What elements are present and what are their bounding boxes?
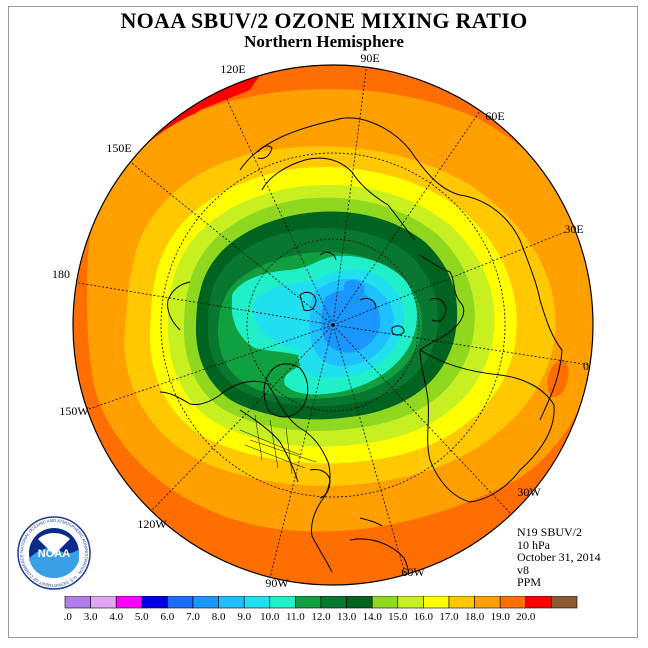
colorbar-swatch xyxy=(525,596,552,609)
colorbar-swatch xyxy=(474,596,501,609)
colorbar-swatch xyxy=(397,596,424,609)
colorbar-tick-label: 6.0 xyxy=(161,611,175,622)
lon-label-150e: 150E xyxy=(106,141,131,155)
colorbar-tick-label: 11.0 xyxy=(286,611,305,622)
colorbar-tick-label: 16.0 xyxy=(414,611,434,622)
lon-label-60w: 60W xyxy=(401,565,425,579)
colorbar-swatch xyxy=(320,596,347,609)
colorbar-swatch xyxy=(218,596,245,609)
info-units: PPM xyxy=(517,575,542,589)
colorbar: 2.0 3.0 4.0 5.0 6.0 7.0 8.0 9.0 10.0 11.0 12.0 13.0… xyxy=(63,596,578,622)
colorbar-swatch xyxy=(192,596,219,609)
colorbar-tick-label: 4.0 xyxy=(109,611,123,622)
colorbar-tick-label: 15.0 xyxy=(388,611,408,622)
colorbar-swatch xyxy=(448,596,475,609)
noaa-logo: NOAA NATIONAL OCEANIC AND ATMOSPHERIC AD… xyxy=(17,516,91,590)
info-date: October 31, 2014 xyxy=(517,550,601,564)
lon-label-30e: 30E xyxy=(564,222,583,236)
colorbar-tick-label: 3.0 xyxy=(84,611,98,622)
product-info: N19 SBUV/2 10 hPa October 31, 2014 v8 PP… xyxy=(517,526,601,589)
colorbar-swatch xyxy=(269,596,296,609)
lon-label-180: 180 xyxy=(52,267,70,281)
colorbar-swatch xyxy=(64,596,91,609)
colorbar-swatch xyxy=(551,596,578,609)
political-boundaries xyxy=(239,414,317,475)
colorbar-tick-label: 19.0 xyxy=(491,611,511,622)
colorbar-swatch xyxy=(499,596,527,609)
logo-text: NOAA xyxy=(38,548,70,560)
info-satellite: N19 SBUV/2 xyxy=(517,525,583,539)
colorbar-swatch xyxy=(167,596,194,609)
colorbar-tick-label: 8.0 xyxy=(212,611,226,622)
map-boundary xyxy=(72,64,594,586)
lon-label-90e: 90E xyxy=(360,51,379,65)
info-pressure: 10 hPa xyxy=(517,537,550,552)
colorbar-swatch xyxy=(243,596,271,609)
coastlines xyxy=(159,117,563,585)
colorbar-swatch xyxy=(371,596,399,609)
info-version: v8 xyxy=(517,562,529,577)
colorbar-tick-label: 12.0 xyxy=(311,611,331,622)
colorbar-tick-label: 5.0 xyxy=(135,611,149,622)
colorbar-tick-label: 2.0 xyxy=(63,611,72,622)
colorbar-tick-label: 13.0 xyxy=(337,611,357,622)
graticule xyxy=(73,65,591,579)
colorbar-swatch xyxy=(295,596,322,609)
longitude-labels: 90E 60E 30E 0 30W 60W 90W 120W 150W 180 … xyxy=(52,51,589,590)
colorbar-tick-label: 9.0 xyxy=(237,611,251,622)
colorbar-tick-label: 14.0 xyxy=(363,611,383,622)
map-subtitle: Northern Hemisphere xyxy=(244,32,404,51)
image-frame xyxy=(8,6,638,638)
lon-label-30w: 30W xyxy=(517,485,541,499)
colorbar-tick-label: 20.0 xyxy=(516,611,536,622)
colorbar-tick-label: 7.0 xyxy=(186,611,200,622)
lon-label-0: 0 xyxy=(583,359,589,373)
colorbar-swatch xyxy=(346,596,373,609)
colorbar-swatch xyxy=(115,596,143,609)
colorbar-tick-label: 10.0 xyxy=(260,611,280,622)
map-title: NOAA SBUV/2 OZONE MIXING RATIO xyxy=(120,8,528,33)
colorbar-swatch xyxy=(141,596,168,609)
lon-label-120e: 120E xyxy=(220,62,245,76)
lon-label-150w: 150W xyxy=(59,404,89,418)
colorbar-tick-label: 18.0 xyxy=(465,611,485,622)
lon-label-60e: 60E xyxy=(485,109,504,123)
lon-label-90w: 90W xyxy=(265,576,289,590)
colorbar-swatch xyxy=(90,596,117,609)
colorbar-swatch xyxy=(423,596,450,609)
lon-label-120w: 120W xyxy=(137,517,167,531)
colorbar-tick-label: 17.0 xyxy=(439,611,459,622)
